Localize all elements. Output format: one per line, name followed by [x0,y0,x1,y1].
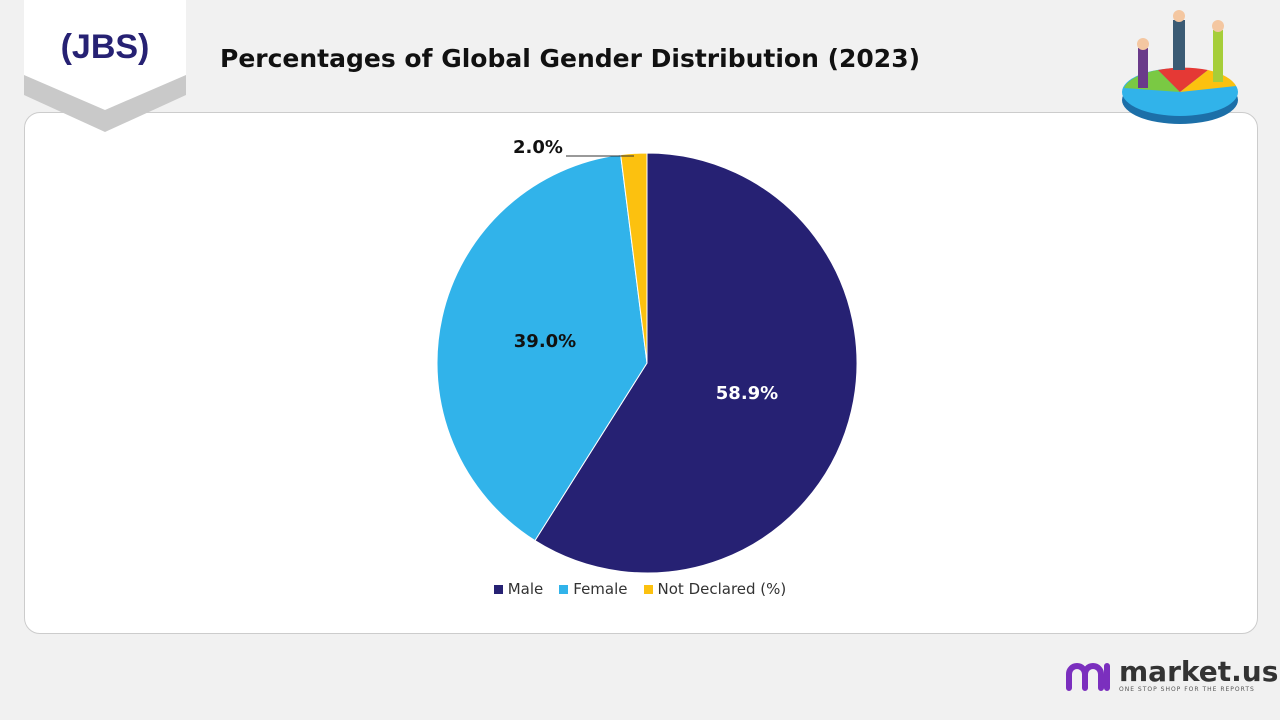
legend-item: Female [559,580,628,598]
legend-item: Not Declared (%) [643,580,787,598]
legend-label: Female [573,580,628,598]
people-pie-illustration [1122,10,1238,124]
data-label: 2.0% [513,137,563,158]
brand-name: market.us [1119,655,1279,688]
data-label: 58.9% [716,383,778,404]
legend-swatch [643,585,653,594]
svg-text:(JBS): (JBS) [61,28,150,66]
legend-label: Not Declared (%) [657,580,787,598]
pie-slice-female [436,154,648,542]
data-label: 39.0% [514,331,576,352]
market-us-logo: market.us ONE STOP SHOP FOR THE REPORTS [1065,658,1278,693]
legend-swatch [493,585,503,594]
chart-legend: Male Female Not Declared (%) [0,580,1280,598]
pie-slice-male [534,152,858,574]
brand-tagline: ONE STOP SHOP FOR THE REPORTS [1119,686,1255,693]
market-us-logo-icon [1066,662,1110,691]
legend-item: Male [493,580,544,598]
jbs-logo-badge: (JBS) [24,0,186,132]
page-title: Percentages of Global Gender Distributio… [220,44,921,73]
pie-slice-not [620,152,648,364]
legend-label: Male [507,580,544,598]
legend-swatch [559,585,569,594]
